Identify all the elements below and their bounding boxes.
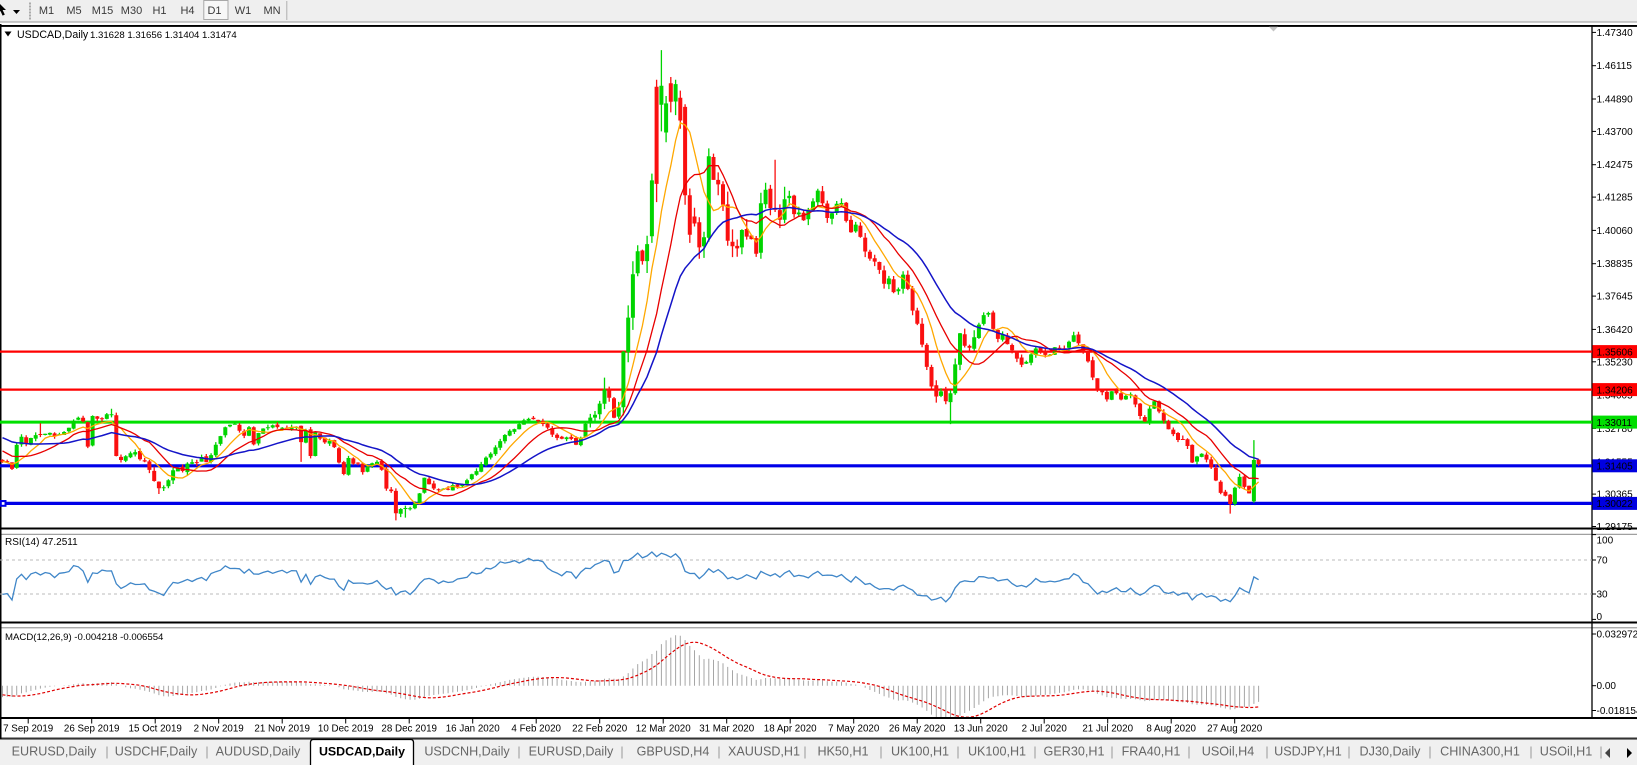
svg-text:1.29175: 1.29175 — [1597, 522, 1634, 533]
svg-text:2 Jul 2020: 2 Jul 2020 — [1022, 724, 1068, 735]
svg-text:|: | — [1187, 745, 1190, 759]
svg-text:1.43700: 1.43700 — [1597, 127, 1634, 138]
svg-text:M30: M30 — [121, 5, 142, 17]
svg-text:|: | — [1347, 745, 1350, 759]
svg-text:RSI(14) 47.2511: RSI(14) 47.2511 — [5, 537, 78, 548]
svg-text:USDCAD,Daily: USDCAD,Daily — [319, 745, 405, 759]
svg-text:21 Jul 2020: 21 Jul 2020 — [1082, 724, 1133, 735]
svg-text:|: | — [956, 745, 959, 759]
svg-text:2 Nov 2019: 2 Nov 2019 — [194, 724, 244, 735]
svg-text:1.30022: 1.30022 — [1597, 499, 1634, 510]
svg-text:28 Dec 2019: 28 Dec 2019 — [381, 724, 437, 735]
svg-text:1.35606: 1.35606 — [1597, 347, 1634, 358]
svg-text:|: | — [879, 745, 882, 759]
svg-text:|: | — [1529, 745, 1532, 759]
svg-text:XAUUSD,H1: XAUUSD,H1 — [728, 745, 800, 759]
svg-text:13 Jun 2020: 13 Jun 2020 — [954, 724, 1008, 735]
svg-text:0.00: 0.00 — [1597, 681, 1617, 692]
svg-text:8 Aug 2020: 8 Aug 2020 — [1146, 724, 1196, 735]
svg-text:USOil,H1: USOil,H1 — [1540, 745, 1592, 759]
svg-text:|: | — [620, 745, 623, 759]
svg-text:1.44890: 1.44890 — [1597, 95, 1634, 106]
svg-text:12 Mar 2020: 12 Mar 2020 — [636, 724, 692, 735]
svg-text:1.37645: 1.37645 — [1597, 292, 1634, 303]
svg-text:15 Oct 2019: 15 Oct 2019 — [129, 724, 182, 735]
svg-text:100: 100 — [1597, 536, 1614, 547]
svg-text:31 Mar 2020: 31 Mar 2020 — [699, 724, 755, 735]
svg-text:1.36420: 1.36420 — [1597, 325, 1634, 336]
svg-text:|: | — [803, 745, 806, 759]
svg-text:W1: W1 — [235, 5, 252, 17]
svg-text:H1: H1 — [152, 5, 166, 17]
svg-text:M15: M15 — [92, 5, 113, 17]
svg-text:USDCHF,Daily: USDCHF,Daily — [115, 745, 198, 759]
svg-text:GER30,H1: GER30,H1 — [1044, 745, 1105, 759]
svg-text:1.31628 1.31656 1.31404 1.3147: 1.31628 1.31656 1.31404 1.31474 — [90, 30, 237, 41]
svg-text:26 Sep 2019: 26 Sep 2019 — [64, 724, 120, 735]
svg-text:USDCAD,Daily: USDCAD,Daily — [17, 29, 89, 41]
svg-text:1.35230: 1.35230 — [1597, 357, 1634, 368]
svg-text:4 Feb 2020: 4 Feb 2020 — [511, 724, 561, 735]
svg-text:M5: M5 — [66, 5, 81, 17]
svg-text:1.47340: 1.47340 — [1597, 28, 1634, 39]
svg-text:0: 0 — [1597, 612, 1603, 623]
svg-text:|: | — [517, 745, 520, 759]
svg-text:USOil,H4: USOil,H4 — [1202, 745, 1254, 759]
svg-text:1.30365: 1.30365 — [1597, 490, 1634, 501]
svg-text:1.46115: 1.46115 — [1597, 61, 1633, 72]
svg-text:1.40060: 1.40060 — [1597, 226, 1634, 237]
svg-text:27 Aug 2020: 27 Aug 2020 — [1207, 724, 1263, 735]
svg-text:22 Feb 2020: 22 Feb 2020 — [572, 724, 628, 735]
svg-text:AUDUSD,Daily: AUDUSD,Daily — [216, 745, 301, 759]
svg-text:|: | — [1428, 745, 1431, 759]
svg-text:|: | — [1110, 745, 1113, 759]
svg-text:GBPUSD,H4: GBPUSD,H4 — [637, 745, 710, 759]
svg-text:1.34206: 1.34206 — [1597, 385, 1634, 396]
svg-text:|: | — [717, 745, 720, 759]
svg-text:EURUSD,Daily: EURUSD,Daily — [12, 745, 97, 759]
svg-text:|: | — [105, 745, 108, 759]
svg-text:DJ30,Daily: DJ30,Daily — [1360, 745, 1422, 759]
svg-text:CHINA300,H1: CHINA300,H1 — [1440, 745, 1520, 759]
svg-text:MN: MN — [263, 5, 280, 17]
svg-text:1.32780: 1.32780 — [1597, 424, 1634, 435]
svg-text:7 May 2020: 7 May 2020 — [828, 724, 880, 735]
svg-text:|: | — [1265, 745, 1268, 759]
svg-text:30: 30 — [1597, 590, 1609, 601]
svg-text:0.032972: 0.032972 — [1597, 630, 1637, 641]
svg-text:1.31405: 1.31405 — [1597, 462, 1634, 473]
svg-text:70: 70 — [1597, 556, 1609, 567]
svg-text:1.38835: 1.38835 — [1597, 259, 1634, 270]
svg-text:1.41285: 1.41285 — [1597, 193, 1634, 204]
svg-text:7 Sep 2019: 7 Sep 2019 — [3, 724, 53, 735]
svg-text:-0.018154: -0.018154 — [1597, 706, 1637, 717]
svg-text:MACD(12,26,9) -0.004218 -0.006: MACD(12,26,9) -0.004218 -0.006554 — [5, 632, 164, 643]
svg-text:|: | — [1033, 745, 1036, 759]
svg-text:UK100,H1: UK100,H1 — [891, 745, 949, 759]
svg-text:10 Dec 2019: 10 Dec 2019 — [318, 724, 374, 735]
svg-text:USDJPY,H1: USDJPY,H1 — [1274, 745, 1342, 759]
svg-text:D1: D1 — [207, 5, 221, 17]
svg-text:1.42475: 1.42475 — [1597, 160, 1634, 171]
svg-text:21 Nov 2019: 21 Nov 2019 — [254, 724, 310, 735]
svg-text:FRA40,H1: FRA40,H1 — [1122, 745, 1181, 759]
svg-text:18 Apr 2020: 18 Apr 2020 — [764, 724, 817, 735]
svg-text:26 May 2020: 26 May 2020 — [889, 724, 946, 735]
svg-text:UK100,H1: UK100,H1 — [968, 745, 1026, 759]
svg-text:|: | — [205, 745, 208, 759]
svg-text:|: | — [1599, 745, 1602, 759]
svg-text:HK50,H1: HK50,H1 — [817, 745, 868, 759]
svg-text:EURUSD,Daily: EURUSD,Daily — [529, 745, 614, 759]
svg-text:16 Jan 2020: 16 Jan 2020 — [446, 724, 500, 735]
svg-text:M1: M1 — [39, 5, 54, 17]
svg-text:USDCNH,Daily: USDCNH,Daily — [424, 745, 510, 759]
svg-text:H4: H4 — [180, 5, 194, 17]
svg-text:1.33011: 1.33011 — [1597, 418, 1633, 429]
